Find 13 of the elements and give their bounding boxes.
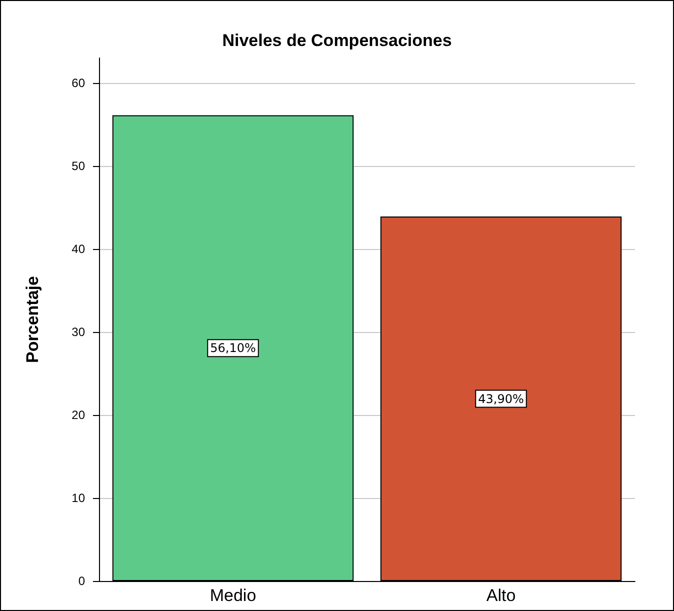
y-tick-label: 10 [72, 490, 86, 505]
data-label: 43,90% [478, 392, 524, 406]
y-tick-label: 60 [72, 76, 86, 90]
x-tick-label: Medio [210, 586, 256, 605]
y-tick-label: 30 [72, 324, 86, 339]
y-tick-label: 40 [72, 242, 86, 256]
x-tick-label: Alto [486, 586, 516, 605]
y-tick-label: 0 [78, 574, 86, 588]
chart-title: Niveles de Compensaciones [222, 31, 452, 50]
data-label: 56,10% [210, 341, 256, 356]
y-axis-title: Porcentaje [23, 276, 42, 363]
y-tick-label: 50 [72, 158, 86, 173]
y-tick-label: 20 [72, 408, 86, 422]
